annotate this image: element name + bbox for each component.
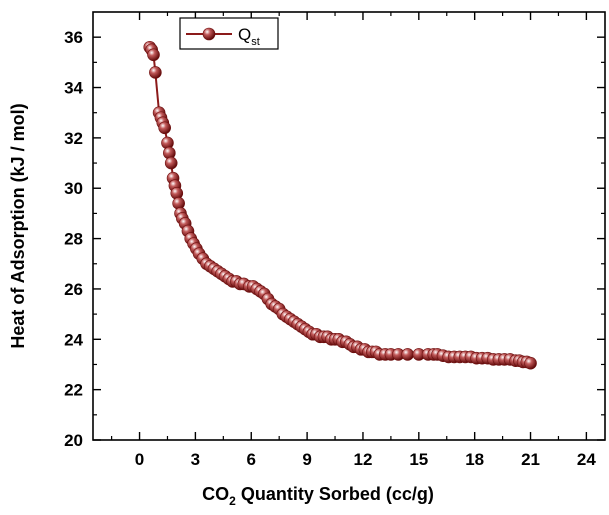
x-tick-label: 0 — [135, 450, 144, 469]
x-tick-label: 12 — [354, 450, 373, 469]
data-point — [524, 356, 537, 370]
frame-layer — [92, 11, 606, 441]
y-tick-label: 22 — [64, 381, 83, 400]
y-tick-label: 26 — [64, 280, 83, 299]
data-point — [147, 48, 160, 62]
x-axis-label-subscript: 2 — [229, 494, 236, 508]
x-axis-label: CO2 Quantity Sorbed (cc/g) — [202, 484, 434, 508]
y-tick-label: 30 — [64, 179, 83, 198]
y-tick-label: 36 — [64, 28, 83, 47]
x-tick-label: 9 — [302, 450, 311, 469]
data-point — [158, 121, 171, 135]
x-tick-label: 18 — [465, 450, 484, 469]
y-tick-label: 20 — [64, 431, 83, 450]
series-line — [148, 46, 531, 365]
x-tick-label: 3 — [191, 450, 200, 469]
x-axis-label-prefix: CO — [202, 484, 229, 504]
y-tick-label: 32 — [64, 129, 83, 148]
y-axis-label: Heat of Adsorption (kJ / mol) — [8, 103, 28, 348]
x-axis-label-suffix: Quantity Sorbed (cc/g) — [236, 484, 434, 504]
legend-label: Qst — [238, 25, 260, 48]
x-tick-label: 24 — [577, 450, 596, 469]
data-point — [149, 66, 162, 79]
legend-marker — [202, 27, 216, 41]
x-tick-label: 6 — [247, 450, 256, 469]
y-tick-label: 24 — [64, 330, 83, 349]
legend: Qst — [179, 17, 279, 50]
legend-label-subscript: st — [251, 36, 260, 48]
plot-layer — [143, 40, 537, 370]
x-tick-label: 15 — [409, 450, 428, 469]
data-point — [164, 156, 178, 170]
y-tick-label: 28 — [64, 230, 83, 249]
y-tick-label: 34 — [64, 79, 83, 98]
data-point — [401, 348, 414, 361]
plot-frame — [92, 11, 606, 441]
legend-label-base: Q — [238, 25, 251, 44]
x-tick-label: 21 — [521, 450, 540, 469]
